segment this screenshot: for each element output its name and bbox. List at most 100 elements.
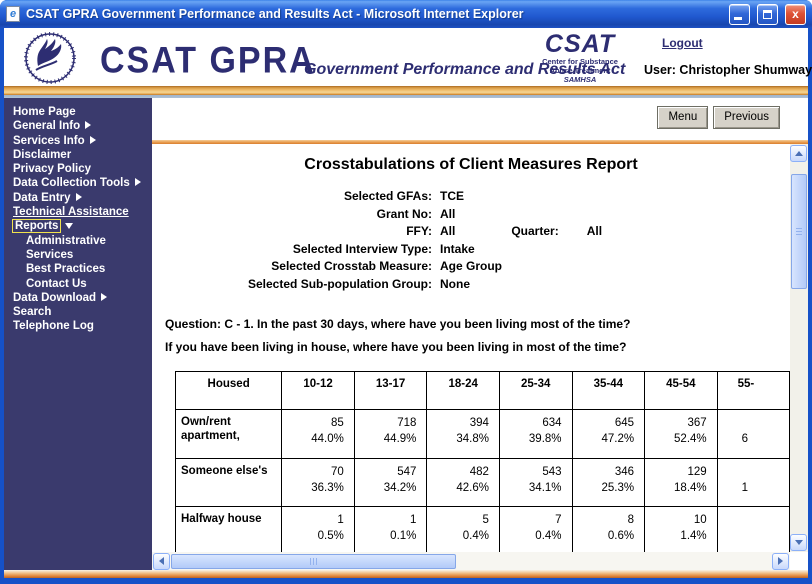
- scroll-right-button[interactable]: [772, 552, 789, 570]
- scroll-left-button[interactable]: [153, 552, 170, 570]
- param-row: Grant No: All: [152, 206, 790, 224]
- table-row: Someone else's 70 36.3% 547 34.2% 482 42.6% 543…: [174, 458, 790, 507]
- horizontal-scrollbar[interactable]: [152, 552, 790, 570]
- param-label: Selected Crosstab Measure:: [271, 259, 432, 273]
- sidebar-item-administrative[interactable]: Administrative: [4, 234, 152, 248]
- column-header: 18-24: [426, 371, 500, 410]
- sidebar-item-label: Home Page: [13, 106, 76, 118]
- window-frame: CSAT GPRA Government Performance and Res…: [4, 28, 812, 578]
- sidebar-item-label: General Info: [13, 120, 81, 133]
- param-label: Selected GFAs:: [343, 189, 432, 203]
- maximize-button[interactable]: [757, 3, 778, 25]
- menu-button[interactable]: Menu: [657, 106, 709, 129]
- param-row: Selected Interview Type: Intake: [152, 241, 790, 259]
- maximize-icon: [763, 9, 772, 19]
- sidebar-item-label: Best Practices: [26, 263, 106, 276]
- data-cell: 367 52.4%: [644, 409, 718, 459]
- scroll-up-button[interactable]: [790, 145, 807, 162]
- submenu-right-arrow-icon: [85, 121, 92, 130]
- data-cell: 634 39.8%: [498, 409, 573, 459]
- csat-samhsa-logo: CSAT Center for Substance Abuse Treatmen…: [535, 31, 625, 84]
- sidebar-item-services[interactable]: Services: [4, 248, 152, 262]
- vertical-scroll-thumb[interactable]: [791, 174, 807, 289]
- vertical-scrollbar[interactable]: [790, 144, 808, 552]
- data-cell: 718 44.9%: [353, 409, 428, 459]
- sidebar-item-telephone-log[interactable]: Telephone Log: [4, 319, 152, 333]
- horizontal-scroll-thumb[interactable]: [171, 553, 456, 569]
- minimize-button[interactable]: [729, 3, 750, 25]
- column-header: 25-34: [498, 371, 573, 410]
- column-header: 45-54: [644, 371, 718, 410]
- question-block: Question: C - 1. In the past 30 days, wh…: [152, 313, 790, 359]
- sidebar-item-services-info[interactable]: Services Info: [4, 134, 152, 148]
- sidebar-item-contact-us[interactable]: Contact Us: [4, 277, 152, 291]
- data-cell: 543 34.1%: [498, 458, 573, 507]
- chevron-up-icon: [794, 151, 803, 156]
- sidebar-item-data-entry[interactable]: Data Entry: [4, 191, 152, 205]
- param-value: TCE: [440, 189, 464, 203]
- submenu-down-arrow-icon: [65, 223, 74, 230]
- question-line-2: If you have been living in house, where …: [165, 340, 627, 354]
- column-header: 10-12: [281, 371, 355, 410]
- param-row: Selected Crosstab Measure: Age Group: [152, 258, 790, 276]
- param-value: All: [440, 206, 456, 221]
- sidebar-item-label: Technical Assistance: [13, 206, 129, 219]
- sidebar-item-search[interactable]: Search: [4, 305, 152, 319]
- sidebar-item-label: Reports: [11, 219, 62, 234]
- internet-explorer-page-icon: e: [6, 6, 20, 22]
- logout-link[interactable]: Logout: [662, 36, 703, 50]
- sidebar-item-data-download[interactable]: Data Download: [4, 291, 152, 305]
- sidebar-item-general-info[interactable]: General Info: [4, 119, 152, 133]
- sidebar-item-privacy-policy[interactable]: Privacy Policy: [4, 162, 152, 176]
- sidebar-item-data-collection-tools[interactable]: Data Collection Tools: [4, 176, 152, 190]
- csat-logo-line1: Center for Substance: [542, 57, 618, 66]
- sidebar-item-technical-assistance[interactable]: Technical Assistance: [4, 205, 152, 219]
- submenu-right-arrow-icon: [134, 178, 141, 187]
- data-cell: 8 0.6%: [571, 506, 646, 552]
- column-header: 35-44: [571, 371, 646, 410]
- sidebar-item-label: Disclaimer: [13, 148, 72, 161]
- csat-gpra-logo: CSAT GPRA: [100, 40, 316, 82]
- data-cell: 346 25.3%: [571, 458, 646, 507]
- title-bar: e CSAT GPRA Government Performance and R…: [0, 0, 812, 28]
- toolbar-row: Menu Previous: [152, 98, 808, 140]
- data-cell: 1 0.1%: [353, 506, 428, 552]
- data-cell: 6: [716, 409, 790, 459]
- data-cell: 70 36.3%: [281, 458, 355, 507]
- param-label: Selected Sub-population Group:: [248, 276, 432, 291]
- data-cell: 482 42.6%: [426, 458, 500, 507]
- sidebar-item-label: Privacy Policy: [13, 163, 91, 176]
- csat-logo-line2: Abuse Treatment: [549, 66, 611, 75]
- param-value: Age Group: [440, 259, 502, 273]
- sidebar-item-label: Data Collection Tools: [13, 177, 130, 190]
- param-label: Selected Interview Type:: [292, 241, 432, 256]
- orange-rule-divider: [152, 140, 808, 144]
- sidebar-item-best-practices[interactable]: Best Practices: [4, 262, 152, 276]
- sidebar-item-label: Data Entry: [13, 191, 71, 204]
- data-cell: 547 34.2%: [353, 458, 428, 507]
- previous-button[interactable]: Previous: [713, 106, 780, 129]
- sidebar-item-label: Services Info: [13, 134, 85, 147]
- submenu-right-arrow-icon: [101, 292, 108, 301]
- param-label: Grant No:: [376, 206, 432, 221]
- question-line-1: Question: C - 1. In the past 30 days, wh…: [165, 317, 631, 331]
- data-cell: [716, 506, 790, 552]
- sidebar-item-label: Data Download: [13, 291, 97, 304]
- param-label: Quarter:: [511, 224, 559, 238]
- sidebar-item-reports[interactable]: Reports: [4, 219, 152, 234]
- minimize-icon: [734, 16, 742, 20]
- param-value: All: [440, 224, 456, 238]
- content-area: Menu Previous Crosstabulations of Client…: [152, 98, 808, 570]
- sidebar-item-home-page[interactable]: Home Page: [4, 105, 152, 119]
- data-cell: 1: [716, 458, 790, 507]
- table-row: Halfway house 1 0.5% 1 0.1% 5 0.4% 7 0.4% 8 0.6% 10…: [174, 506, 790, 552]
- user-label: User: Christopher Shumway: [644, 63, 812, 77]
- sidebar-item-label: Services: [26, 248, 74, 261]
- chevron-left-icon: [159, 557, 164, 565]
- sidebar-item-label: Search: [13, 306, 52, 319]
- data-cell: 85 44.0%: [281, 409, 355, 459]
- sidebar-item-disclaimer[interactable]: Disclaimer: [4, 148, 152, 162]
- close-button[interactable]: x: [785, 3, 806, 25]
- scroll-down-button[interactable]: [790, 534, 807, 551]
- data-cell: 129 18.4%: [644, 458, 718, 507]
